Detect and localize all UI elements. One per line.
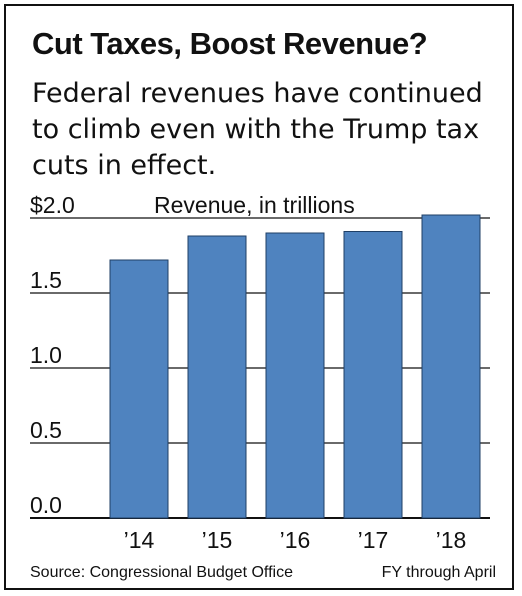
y-tick-label: 0.5 [30, 417, 62, 443]
chart-title: Cut Taxes, Boost Revenue? [32, 26, 428, 61]
bar [187, 235, 247, 519]
x-category-label: ’18 [436, 527, 467, 553]
bar [265, 232, 325, 519]
bar [109, 259, 169, 519]
x-axis-categories: ’14 ’15 ’16 ’17 ’18 [124, 527, 467, 553]
source-note: Source: Congressional Budget Office [30, 564, 293, 581]
y-tick-label: 0.0 [30, 492, 62, 518]
chart-subtitle: Federal revenues have continued to climb… [32, 78, 483, 181]
x-category-label: ’15 [202, 527, 233, 553]
y-axis-ticks: 0.0 0.5 1.0 1.5 $2.0 [30, 192, 75, 518]
bar [343, 231, 403, 519]
bar [421, 214, 481, 519]
y-tick-label: 1.5 [30, 267, 62, 293]
y-axis-title: Revenue, in trillions [154, 192, 355, 218]
x-category-label: ’16 [280, 527, 311, 553]
bars [109, 214, 481, 519]
gridlines [30, 217, 490, 519]
x-category-label: ’14 [124, 527, 155, 553]
y-tick-label: 1.0 [30, 342, 62, 368]
x-category-label: ’17 [358, 527, 389, 553]
period-note: FY through April [381, 564, 496, 581]
y-tick-label: $2.0 [30, 192, 75, 218]
